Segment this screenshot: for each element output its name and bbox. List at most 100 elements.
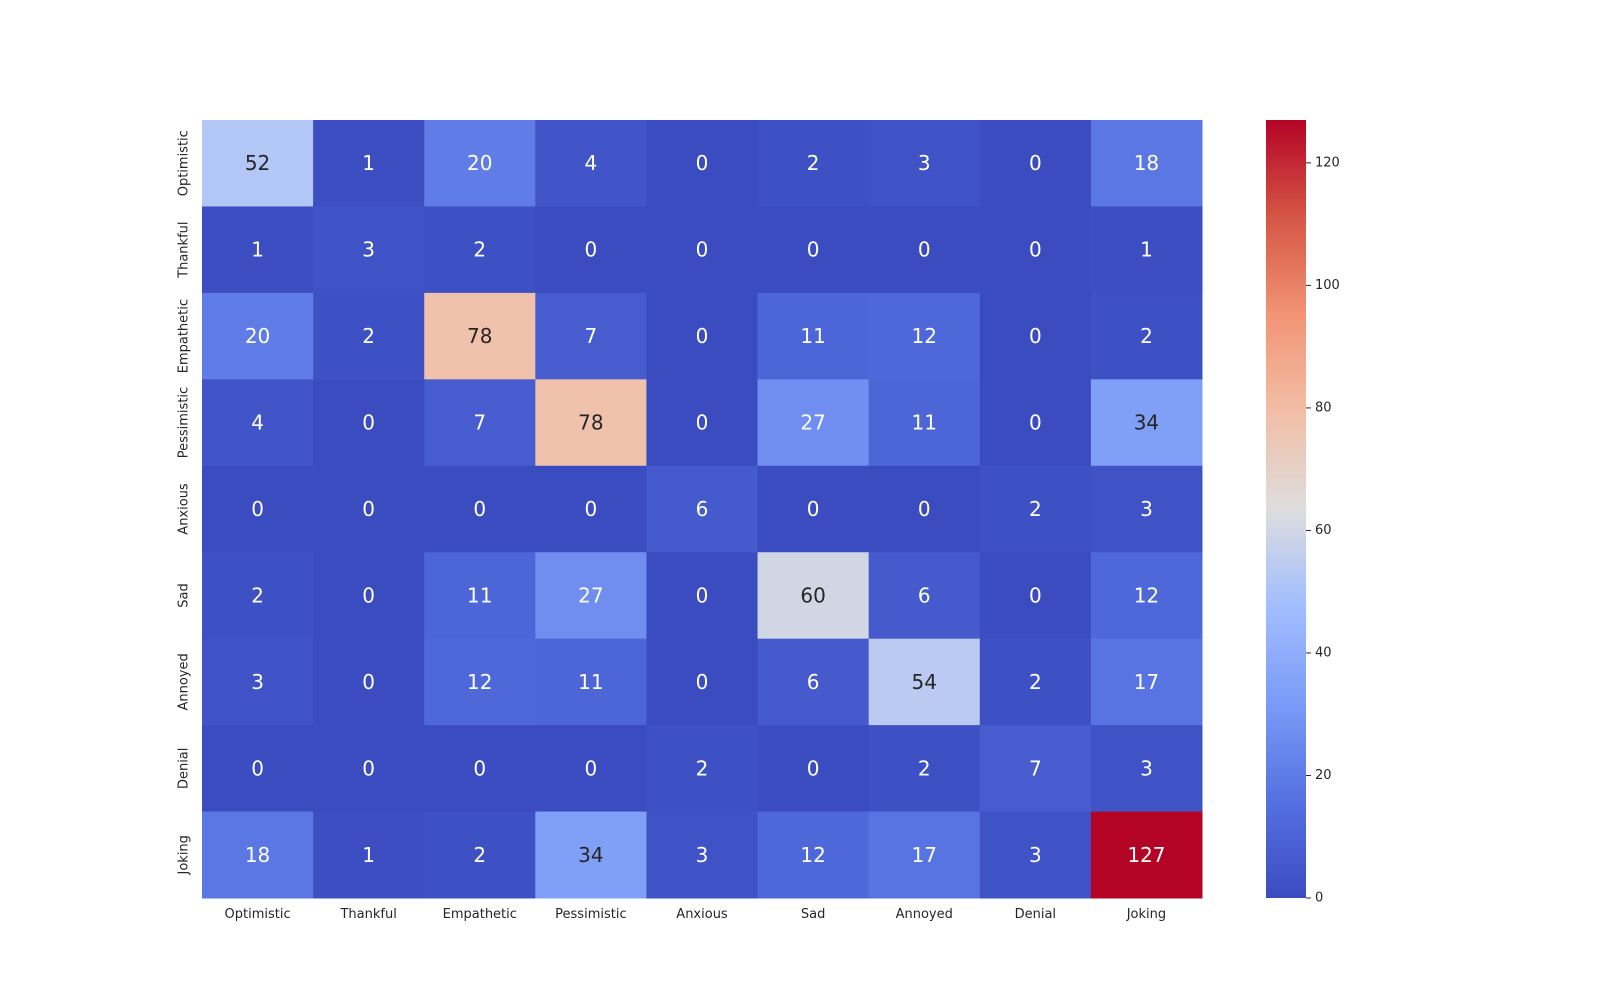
y-axis-tick-labels: Optimistic Thankful Empathetic Pessimistic A… [177, 130, 192, 875]
heatmap-cell [202, 552, 314, 640]
cell-annotation: 11 [578, 670, 603, 694]
heatmap-cell [202, 811, 314, 899]
cell-annotation: 17 [911, 843, 936, 867]
x-tick-label: Anxious [676, 907, 728, 922]
cell-annotation: 18 [1134, 151, 1159, 175]
cell-annotation: 0 [696, 151, 709, 175]
cell-annotation: 34 [1134, 411, 1159, 435]
cell-annotation: 12 [1134, 583, 1159, 607]
cell-annotation: 34 [578, 843, 603, 867]
cell-annotation: 27 [800, 411, 825, 435]
heatmap-cell [646, 292, 759, 380]
heatmap-cell [1090, 465, 1203, 553]
cell-annotations: 52 1 20 4 0 2 3 0 181 3 2 0 0 0 0 0 120 2 78 7 0 11 12 0 24 0 7 78 0… [245, 151, 1166, 867]
heatmap-cell [424, 292, 536, 380]
cell-annotation: 2 [251, 583, 264, 607]
y-tick-label: Thankful [177, 221, 192, 278]
colorbar-tick-label: 120 [1315, 155, 1340, 170]
cell-annotation: 1 [1140, 238, 1153, 262]
heatmap-cell [868, 206, 981, 294]
heatmap-cell [313, 292, 425, 380]
cell-annotation: 0 [1029, 583, 1042, 607]
cell-annotation: 0 [807, 238, 820, 262]
heatmap-cell [1090, 725, 1203, 813]
y-tick-label: Anxious [177, 483, 192, 535]
cell-annotation: 17 [1134, 670, 1159, 694]
heatmap-cell [202, 465, 314, 553]
cell-annotation: 20 [467, 151, 492, 175]
heatmap-cell [202, 379, 314, 467]
x-tick-label: Annoyed [896, 907, 953, 922]
heatmap-cell [979, 206, 1092, 294]
heatmap-cell [757, 811, 870, 899]
x-tick-label: Pessimistic [555, 907, 626, 922]
cell-annotation: 7 [1029, 756, 1042, 780]
cell-annotation: 11 [911, 411, 936, 435]
heatmap-cell [202, 725, 314, 813]
cell-annotation: 18 [245, 843, 270, 867]
cell-annotation: 3 [1029, 843, 1042, 867]
cell-annotation: 0 [473, 756, 486, 780]
cell-annotation: 0 [918, 238, 931, 262]
heatmap-cell [979, 379, 1092, 467]
x-tick-label: Thankful [339, 907, 396, 922]
heatmap-cell [535, 292, 647, 380]
heatmap-cell [646, 206, 759, 294]
cell-annotation: 12 [467, 670, 492, 694]
heatmap-cell [313, 379, 425, 467]
heatmap-cell [313, 638, 425, 726]
heatmap-cell [1090, 120, 1203, 207]
cell-annotation: 12 [800, 843, 825, 867]
heatmap-cell [535, 552, 647, 640]
heatmap-cell [424, 638, 536, 726]
cell-annotation: 4 [585, 151, 598, 175]
x-tick-label: Sad [801, 907, 825, 922]
heatmap-cell [202, 292, 314, 380]
heatmap-cell [646, 120, 759, 207]
heatmap-cell [979, 120, 1092, 207]
heatmap-cell [535, 811, 647, 899]
heatmap-cell [535, 379, 647, 467]
cell-annotation: 3 [362, 238, 375, 262]
y-tick-label: Sad [177, 583, 192, 607]
cell-annotation: 2 [1029, 670, 1042, 694]
heatmap-cell [535, 725, 647, 813]
heatmap-cell [868, 725, 981, 813]
cell-annotation: 127 [1127, 843, 1165, 867]
x-tick-label: Joking [1126, 907, 1166, 922]
cell-annotation: 2 [473, 238, 486, 262]
heatmap-cell [424, 811, 536, 899]
heatmap-cell [313, 552, 425, 640]
heatmap-cell [757, 206, 870, 294]
cell-annotation: 0 [807, 497, 820, 521]
heatmap-cell [868, 811, 981, 899]
cell-annotation: 6 [918, 583, 931, 607]
cell-annotation: 0 [1029, 324, 1042, 348]
heatmap-cell [646, 465, 759, 553]
heatmap-cell [757, 292, 870, 380]
heatmap-cell [979, 811, 1092, 899]
colorbar-gradient [1266, 120, 1306, 898]
y-tick-label: Annoyed [177, 653, 192, 710]
cell-annotation: 0 [696, 670, 709, 694]
colorbar-tick-label: 100 [1315, 278, 1340, 293]
cell-annotation: 11 [800, 324, 825, 348]
heatmap-cell [202, 120, 314, 207]
y-tick-label: Joking [177, 835, 192, 875]
cell-annotation: 0 [1029, 151, 1042, 175]
cell-annotation: 7 [585, 324, 598, 348]
heatmap-cell [646, 552, 759, 640]
cell-annotation: 6 [807, 670, 820, 694]
heatmap-cell [313, 206, 425, 294]
cell-annotation: 78 [467, 324, 492, 348]
heatmap-cell [1090, 206, 1203, 294]
cell-annotation: 54 [911, 670, 936, 694]
cell-annotation: 2 [1029, 497, 1042, 521]
cell-annotation: 0 [251, 756, 264, 780]
heatmap-cell [979, 465, 1092, 553]
colorbar-tick-label: 20 [1315, 768, 1332, 783]
cell-annotation: 12 [911, 324, 936, 348]
heatmap-cell [1090, 811, 1203, 899]
heatmap-cell [757, 725, 870, 813]
cell-annotation: 0 [473, 497, 486, 521]
